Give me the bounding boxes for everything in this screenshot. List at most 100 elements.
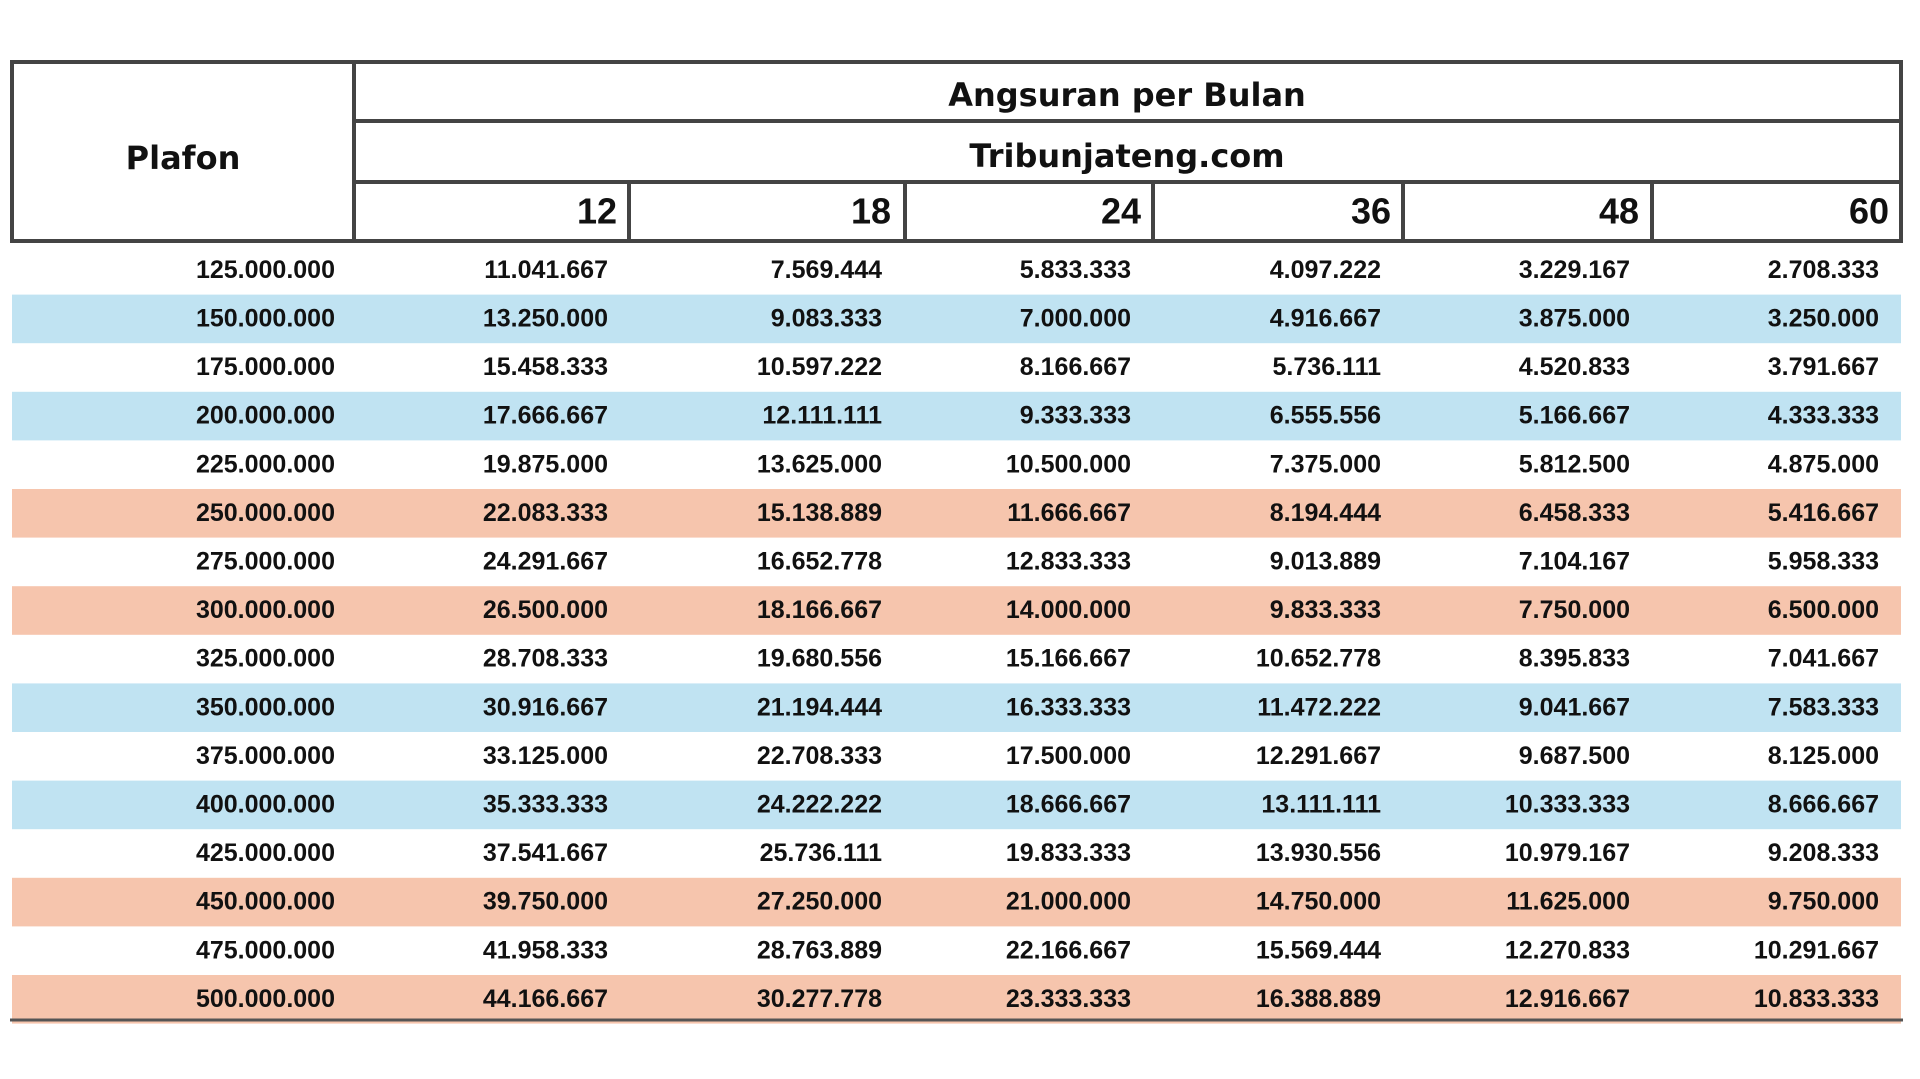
plafon-cell: 175.000.000 — [196, 353, 335, 381]
installment-cell: 21.194.444 — [757, 693, 882, 721]
row-fill — [12, 683, 1901, 732]
installment-cell: 10.291.667 — [1754, 936, 1879, 964]
installment-cell: 10.979.167 — [1505, 839, 1630, 867]
installment-cell: 6.555.556 — [1270, 402, 1381, 430]
plafon-cell: 450.000.000 — [196, 888, 335, 916]
installment-cell: 9.208.333 — [1768, 839, 1879, 867]
installment-cell: 30.916.667 — [483, 693, 608, 721]
installment-cell: 28.763.889 — [757, 936, 882, 964]
installment-cell: 15.458.333 — [483, 353, 608, 381]
installment-cell: 5.812.500 — [1519, 450, 1630, 478]
installment-cell: 17.666.667 — [483, 402, 608, 430]
installment-cell: 24.222.222 — [757, 791, 882, 819]
installment-cell: 4.875.000 — [1768, 450, 1879, 478]
installment-cell: 10.333.333 — [1505, 791, 1630, 819]
installment-cell: 4.916.667 — [1270, 305, 1381, 333]
installment-cell: 12.111.111 — [762, 402, 882, 430]
installment-cell: 7.041.667 — [1768, 645, 1879, 673]
installment-cell: 8.125.000 — [1768, 742, 1879, 770]
installment-cell: 22.083.333 — [483, 499, 608, 527]
plafon-cell: 250.000.000 — [196, 499, 335, 527]
installment-cell: 17.500.000 — [1006, 742, 1131, 770]
installment-cell: 37.541.667 — [483, 839, 608, 867]
installment-cell: 8.395.833 — [1519, 645, 1630, 673]
installment-cell: 9.833.333 — [1270, 596, 1381, 624]
installment-cell: 27.250.000 — [757, 888, 882, 916]
plafon-cell: 300.000.000 — [196, 596, 335, 624]
installment-cell: 7.375.000 — [1270, 450, 1381, 478]
installment-cell: 5.736.111 — [1273, 353, 1382, 381]
installment-cell: 13.625.000 — [757, 450, 882, 478]
tenor-header: 60 — [1849, 191, 1889, 232]
installment-cell: 2.708.333 — [1768, 256, 1879, 284]
installment-cell: 9.083.333 — [771, 305, 882, 333]
installment-cell: 3.875.000 — [1519, 305, 1630, 333]
header-title: Angsuran per Bulan — [948, 76, 1306, 114]
installment-cell: 12.291.667 — [1256, 742, 1381, 770]
installment-cell: 3.250.000 — [1768, 305, 1879, 333]
installment-cell: 41.958.333 — [483, 936, 608, 964]
installment-cell: 11.625.000 — [1506, 888, 1630, 916]
installment-cell: 35.333.333 — [483, 791, 608, 819]
row-fill — [12, 586, 1901, 635]
installment-cell: 3.229.167 — [1519, 256, 1630, 284]
installment-cell: 12.833.333 — [1006, 548, 1131, 576]
header-subtitle: Tribunjateng.com — [969, 137, 1284, 175]
row-fill — [12, 391, 1901, 441]
installment-cell: 16.333.333 — [1006, 693, 1131, 721]
installment-cell: 6.458.333 — [1519, 499, 1630, 527]
installment-cell: 5.416.667 — [1768, 499, 1879, 527]
installment-cell: 10.833.333 — [1754, 985, 1879, 1013]
installment-cell: 18.166.667 — [757, 596, 882, 624]
installment-cell: 21.000.000 — [1006, 888, 1131, 916]
installment-cell: 10.597.222 — [757, 353, 882, 381]
installment-cell: 5.833.333 — [1020, 256, 1131, 284]
installment-cell: 8.194.444 — [1270, 499, 1381, 527]
installment-cell: 33.125.000 — [483, 742, 608, 770]
installment-cell: 12.270.833 — [1505, 936, 1630, 964]
installment-cell: 9.333.333 — [1020, 402, 1131, 430]
installment-cell: 13.930.556 — [1256, 839, 1381, 867]
installment-cell: 24.291.667 — [483, 548, 608, 576]
installment-cell: 3.791.667 — [1768, 353, 1879, 381]
installment-cell: 14.000.000 — [1006, 596, 1131, 624]
installment-cell: 11.666.667 — [1007, 499, 1131, 527]
installment-cell: 7.750.000 — [1519, 596, 1630, 624]
installment-cell: 15.569.444 — [1256, 936, 1381, 964]
installment-cell: 22.708.333 — [757, 742, 882, 770]
installment-cell: 9.750.000 — [1768, 888, 1879, 916]
installment-cell: 9.013.889 — [1270, 548, 1381, 576]
tenor-header: 12 — [577, 191, 617, 232]
installment-cell: 39.750.000 — [483, 888, 608, 916]
header-frame — [10, 60, 1903, 243]
installment-cell: 9.687.500 — [1519, 742, 1630, 770]
installment-cell: 11.472.222 — [1257, 693, 1381, 721]
installment-cell: 6.500.000 — [1768, 596, 1879, 624]
installment-cell: 15.166.667 — [1006, 645, 1131, 673]
installment-cell: 4.333.333 — [1768, 402, 1879, 430]
installment-cell: 8.166.667 — [1020, 353, 1131, 381]
installment-cell: 7.569.444 — [771, 256, 882, 284]
installment-cell: 16.652.778 — [757, 548, 882, 576]
plafon-cell: 150.000.000 — [196, 305, 335, 333]
header-plafon: Plafon — [126, 139, 241, 177]
tenor-header: 48 — [1599, 191, 1639, 232]
installment-cell: 28.708.333 — [483, 645, 608, 673]
row-fill — [12, 489, 1901, 538]
plafon-cell: 325.000.000 — [196, 645, 335, 673]
installment-cell: 26.500.000 — [483, 596, 608, 624]
installment-cell: 13.111.111 — [1261, 791, 1381, 819]
plafon-cell: 275.000.000 — [196, 548, 335, 576]
row-fill — [12, 294, 1901, 344]
plafon-cell: 350.000.000 — [196, 693, 335, 721]
installment-cell: 16.388.889 — [1256, 985, 1381, 1013]
row-fill — [12, 975, 1901, 1024]
installment-cell: 9.041.667 — [1519, 693, 1630, 721]
installment-cell: 4.520.833 — [1519, 353, 1630, 381]
installment-cell: 7.583.333 — [1768, 693, 1879, 721]
installment-cell: 22.166.667 — [1006, 936, 1131, 964]
installment-cell: 4.097.222 — [1270, 256, 1381, 284]
installment-cell: 23.333.333 — [1006, 985, 1131, 1013]
installment-cell: 11.041.667 — [484, 256, 608, 284]
